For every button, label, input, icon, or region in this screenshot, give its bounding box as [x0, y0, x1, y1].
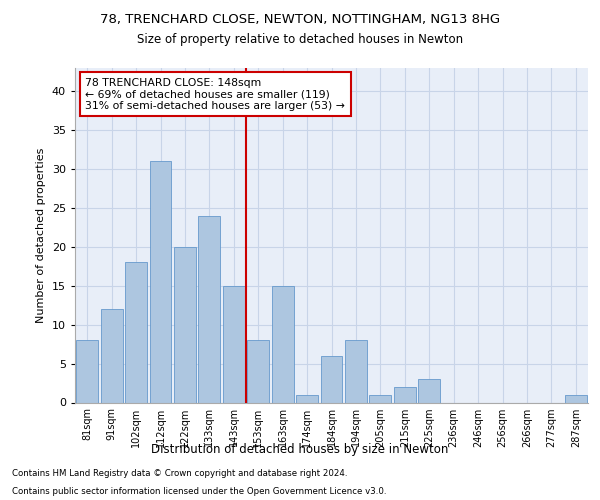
Bar	[418, 379, 440, 402]
Bar	[101, 309, 122, 402]
Bar	[76, 340, 98, 402]
Bar	[394, 387, 416, 402]
Text: 78 TRENCHARD CLOSE: 148sqm
← 69% of detached houses are smaller (119)
31% of sem: 78 TRENCHARD CLOSE: 148sqm ← 69% of deta…	[85, 78, 345, 111]
Bar	[247, 340, 269, 402]
Bar	[565, 394, 587, 402]
Bar	[272, 286, 293, 403]
Text: Distribution of detached houses by size in Newton: Distribution of detached houses by size …	[151, 442, 449, 456]
Text: Contains public sector information licensed under the Open Government Licence v3: Contains public sector information licen…	[12, 487, 386, 496]
Bar	[345, 340, 367, 402]
Y-axis label: Number of detached properties: Number of detached properties	[36, 148, 46, 322]
Text: 78, TRENCHARD CLOSE, NEWTON, NOTTINGHAM, NG13 8HG: 78, TRENCHARD CLOSE, NEWTON, NOTTINGHAM,…	[100, 12, 500, 26]
Bar	[370, 394, 391, 402]
Text: Size of property relative to detached houses in Newton: Size of property relative to detached ho…	[137, 32, 463, 46]
Bar	[223, 286, 245, 403]
Bar	[174, 246, 196, 402]
Text: Contains HM Land Registry data © Crown copyright and database right 2024.: Contains HM Land Registry data © Crown c…	[12, 468, 347, 477]
Bar	[320, 356, 343, 403]
Bar	[199, 216, 220, 402]
Bar	[125, 262, 147, 402]
Bar	[296, 394, 318, 402]
Bar	[149, 161, 172, 402]
